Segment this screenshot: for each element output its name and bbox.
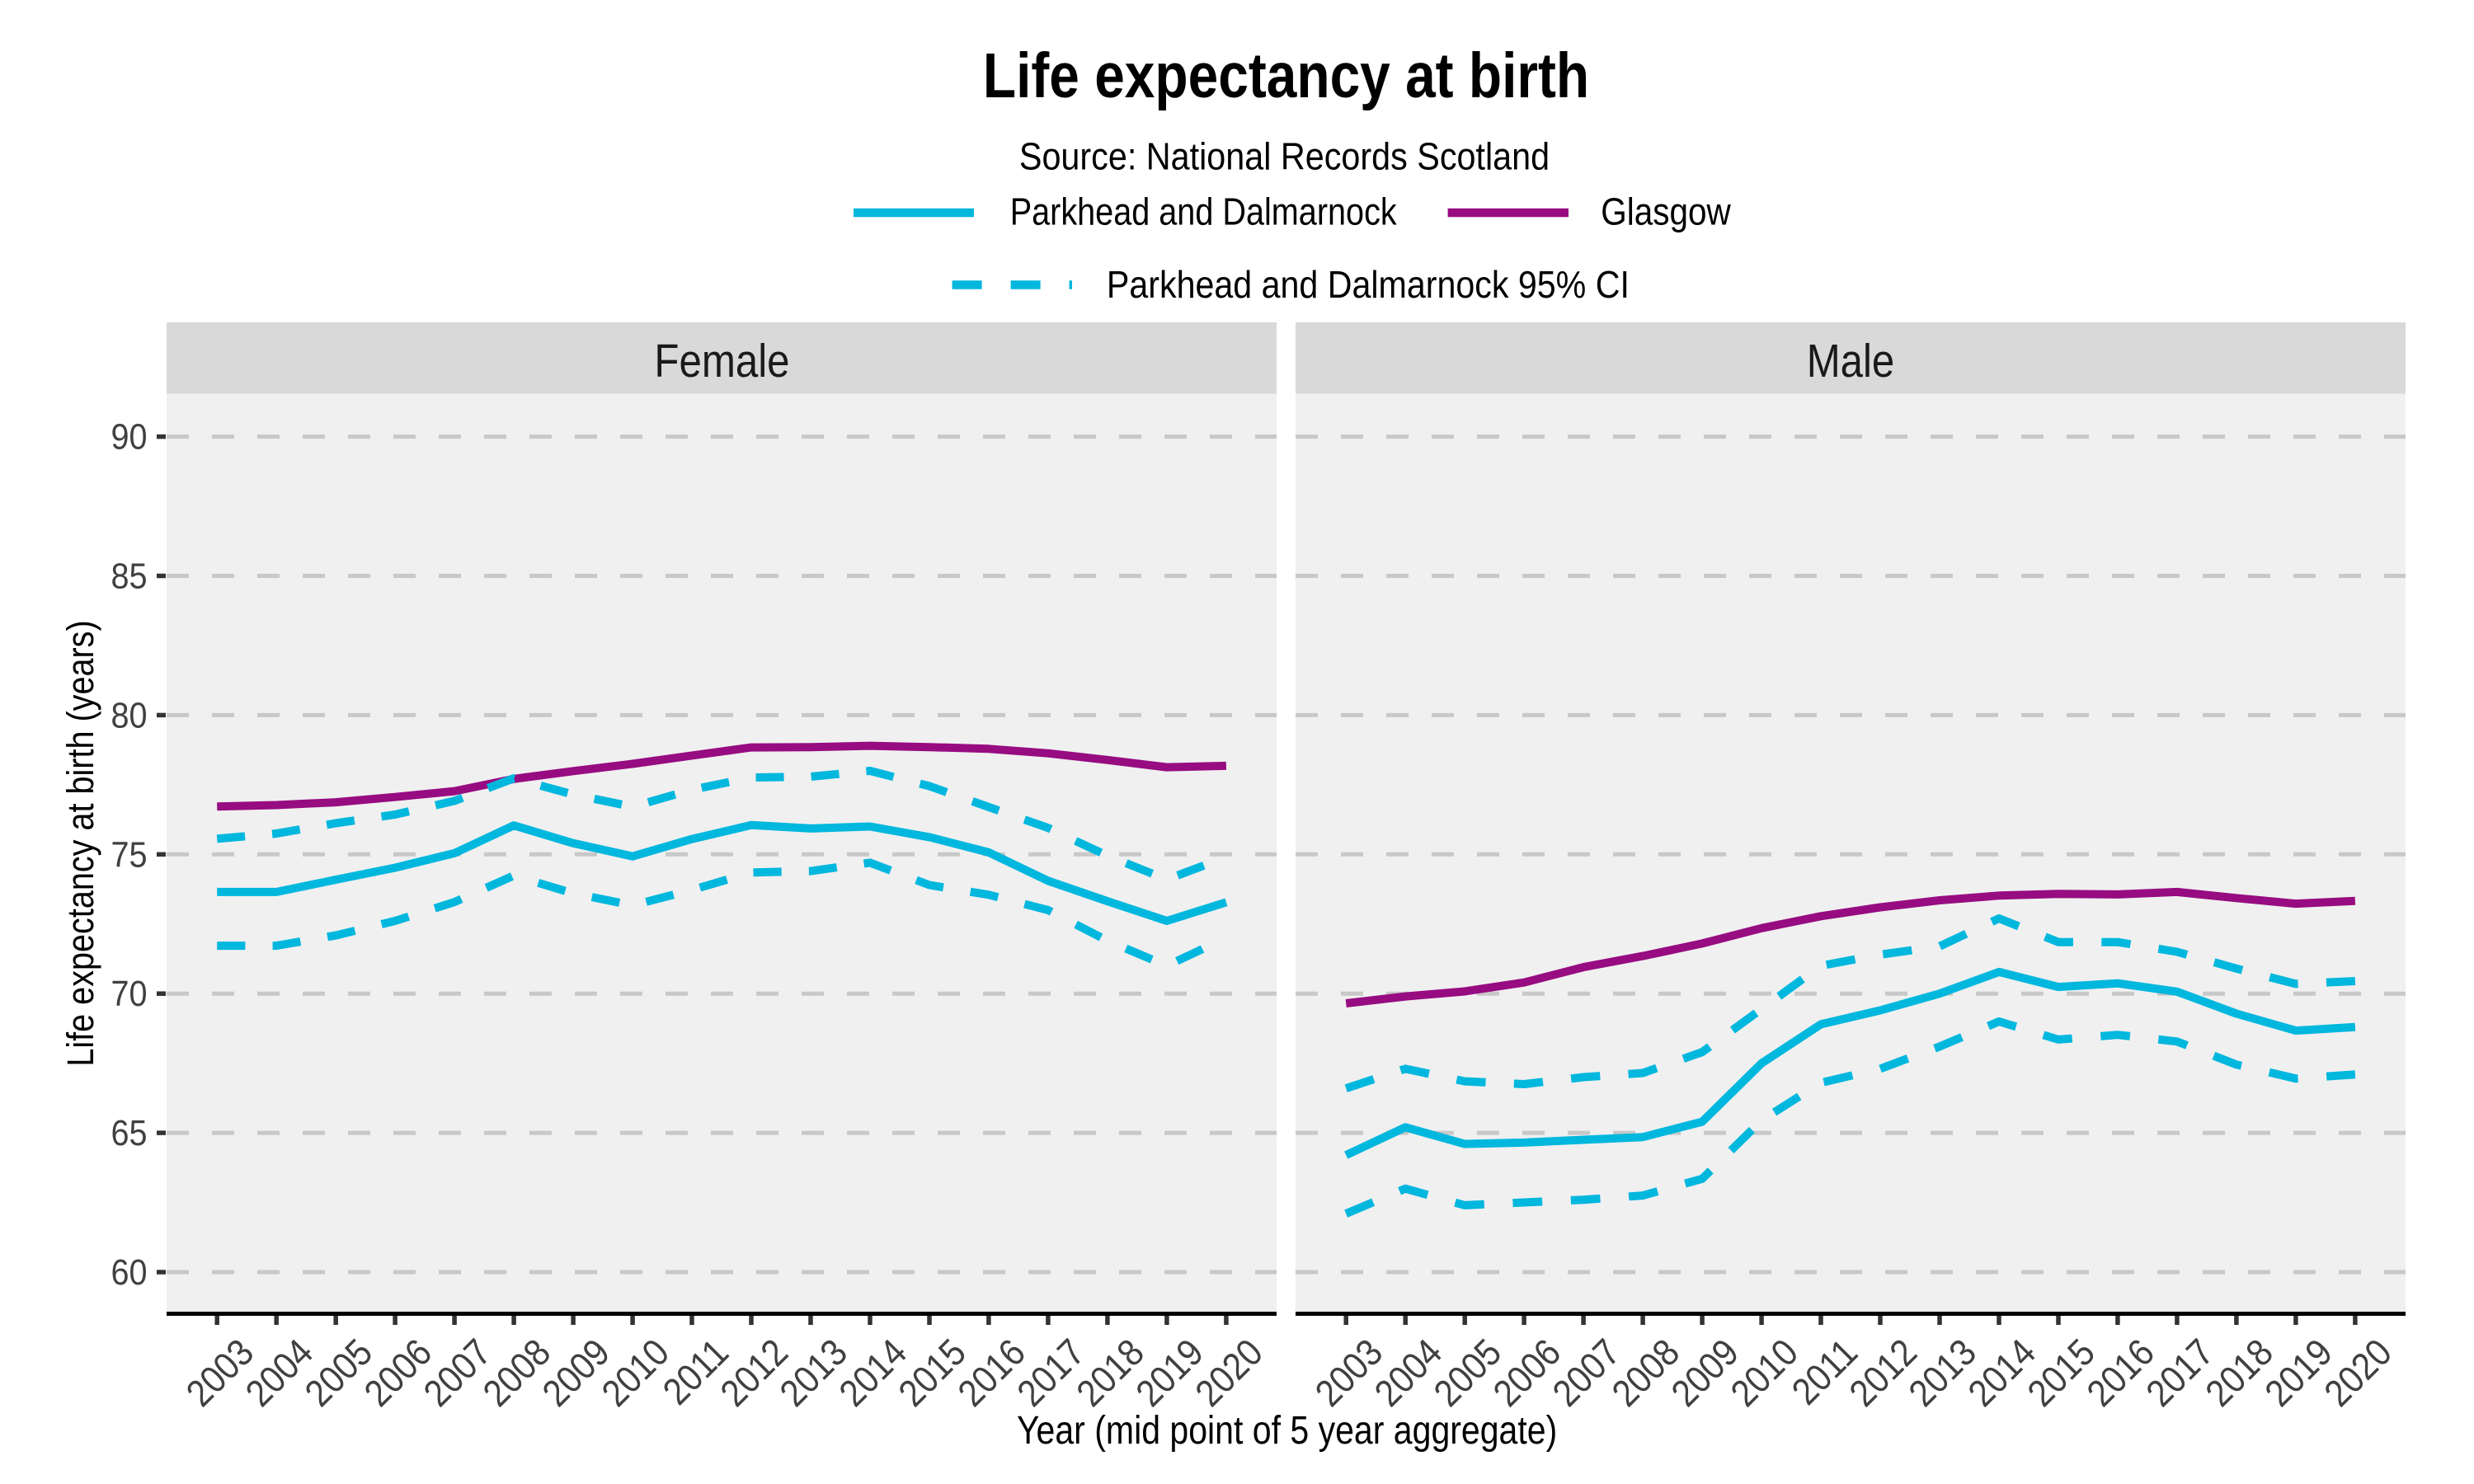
svg-text:Female: Female (654, 336, 789, 387)
svg-text:Year (mid point of 5 year aggr: Year (mid point of 5 year aggregate) (1017, 1409, 1557, 1453)
svg-text:Parkhead and Dalmarnock: Parkhead and Dalmarnock (1010, 191, 1397, 234)
svg-text:2020: 2020 (1188, 1331, 1272, 1416)
svg-text:Male: Male (1807, 336, 1895, 387)
svg-text:90: 90 (111, 416, 147, 457)
svg-text:Life expectancy at birth: Life expectancy at birth (983, 40, 1589, 111)
svg-text:Glasgow: Glasgow (1601, 191, 1731, 233)
svg-text:70: 70 (111, 973, 147, 1013)
svg-text:Source: National Records Scotl: Source: National Records Scotland (1019, 135, 1550, 178)
svg-text:60: 60 (111, 1252, 147, 1292)
svg-text:85: 85 (111, 556, 147, 596)
svg-text:75: 75 (111, 834, 147, 874)
svg-text:Life expectancy at birth (year: Life expectancy at birth (years) (60, 620, 101, 1066)
svg-text:2020: 2020 (2316, 1331, 2401, 1416)
svg-text:65: 65 (111, 1112, 147, 1153)
svg-text:Parkhead and Dalmarnock 95% CI: Parkhead and Dalmarnock 95% CI (1107, 264, 1630, 307)
svg-text:80: 80 (111, 694, 147, 735)
